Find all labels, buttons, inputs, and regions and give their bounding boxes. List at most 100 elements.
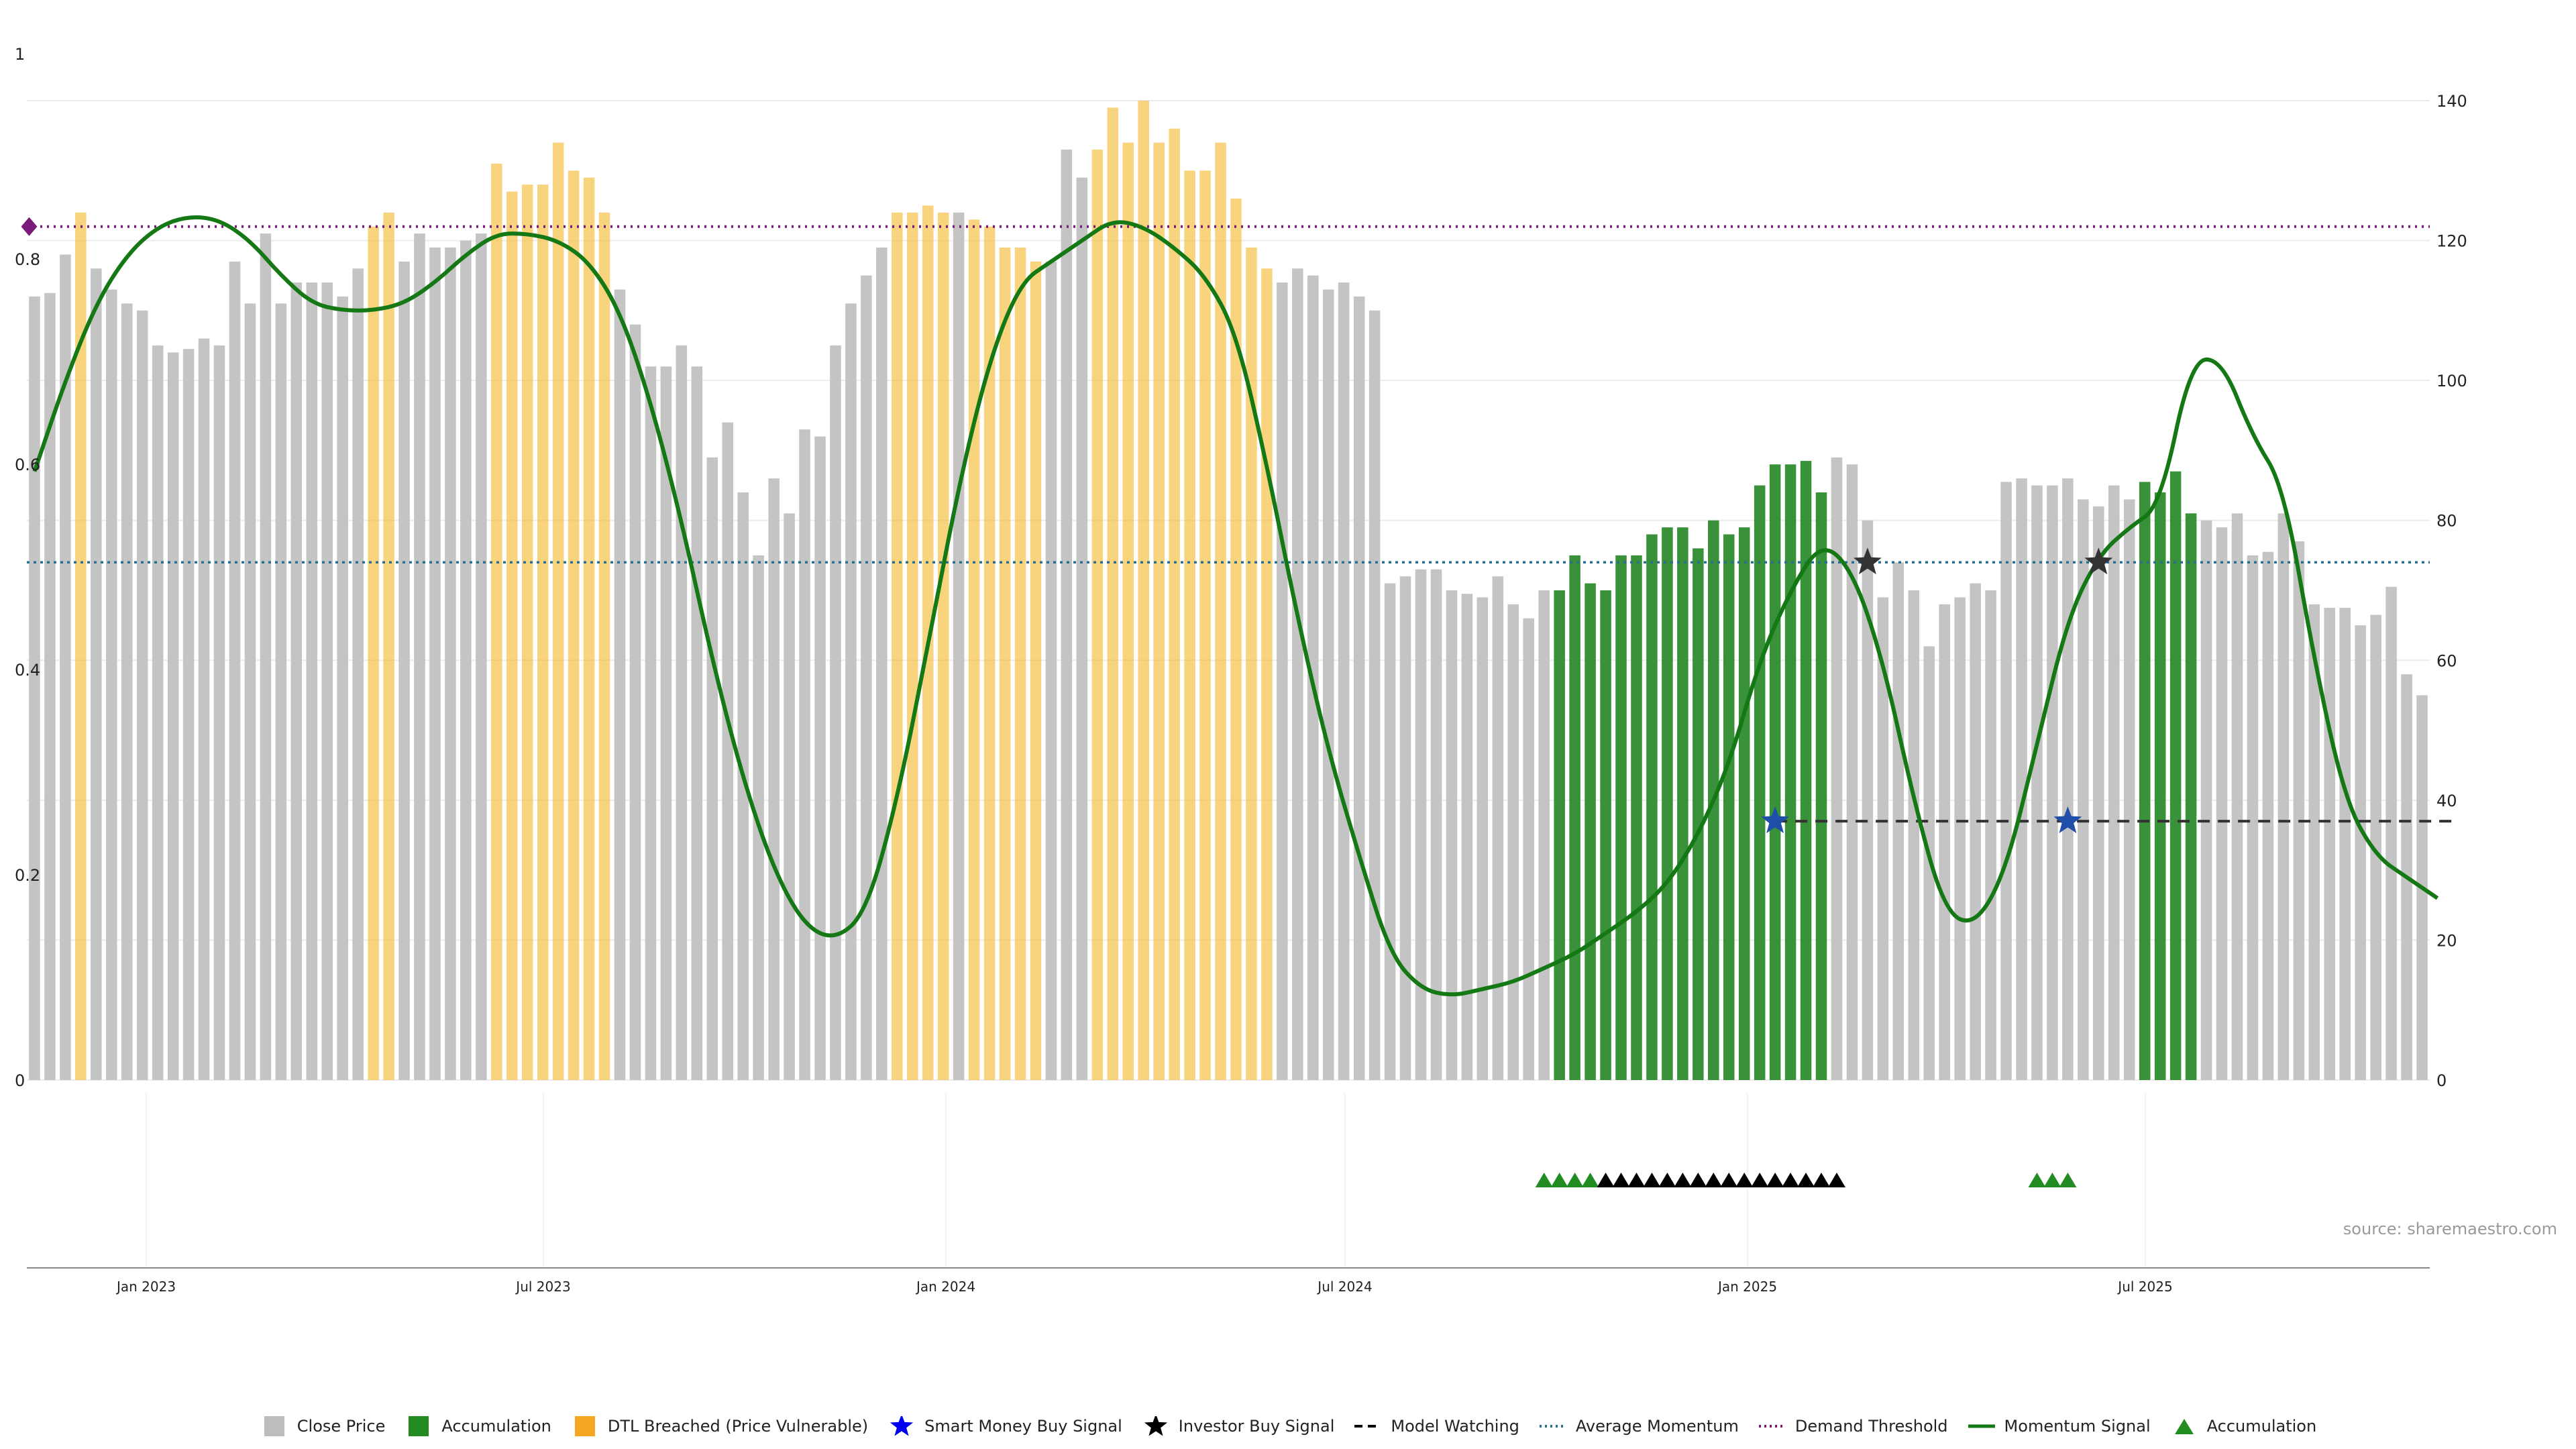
legend-item: Close Price xyxy=(260,1416,386,1436)
close-price-bar xyxy=(44,292,56,1081)
close-price-bar xyxy=(1492,576,1504,1080)
accumulation-bar xyxy=(1569,555,1580,1080)
legend-item-label: DTL Breached (Price Vulnerable) xyxy=(607,1417,869,1436)
legend: Close Price Accumulation DTL Breached (Pri… xyxy=(0,1411,2576,1441)
close-price-bar xyxy=(321,282,333,1081)
dtl-breached-bar xyxy=(1261,268,1273,1081)
close-price-bar xyxy=(136,310,148,1080)
close-price-bar xyxy=(1384,583,1396,1080)
accumulation-marker xyxy=(2059,1173,2077,1187)
dtl-breached-bar xyxy=(1246,248,1257,1080)
close-price-bar xyxy=(1970,583,1981,1080)
accumulation-bar xyxy=(1554,590,1565,1080)
right-axis-tick-label: 20 xyxy=(2436,931,2457,950)
close-price-bar xyxy=(290,282,303,1081)
close-price-bar xyxy=(722,422,734,1080)
close-price-bar xyxy=(1908,590,1920,1080)
accumulation-marker xyxy=(1535,1173,1553,1187)
left-axis-tick-label: 1 xyxy=(15,45,25,64)
accumulation-marker xyxy=(2028,1173,2046,1187)
dtl-breached-bar xyxy=(999,248,1011,1080)
accumulation-bar xyxy=(1631,555,1642,1080)
dtl-breached-bar xyxy=(1091,150,1104,1080)
close-price-bar xyxy=(845,303,857,1080)
close-price-bar xyxy=(306,282,318,1081)
investor-buy-signal xyxy=(1853,547,1882,575)
close-price-bar xyxy=(814,436,826,1080)
accumulation-marker-black xyxy=(1827,1173,1845,1187)
accumulation-bar xyxy=(1615,555,1627,1080)
close-price-bar xyxy=(445,248,456,1080)
dtl-breached-bar xyxy=(568,170,580,1080)
accumulation-marker-black xyxy=(1797,1173,1815,1187)
dtl-breached-bar xyxy=(1107,107,1119,1080)
close-price-bar xyxy=(152,345,164,1080)
dtl-breached-bar xyxy=(1122,142,1134,1081)
accumulation-marker-black xyxy=(1658,1173,1676,1187)
close-price-bar xyxy=(2047,485,2058,1080)
close-price-bar xyxy=(1292,268,1303,1081)
close-price-bar xyxy=(1538,590,1550,1080)
accumulation-marker-black xyxy=(1612,1173,1630,1187)
accumulation-marker-black xyxy=(1597,1173,1615,1187)
accumulation-marker-black xyxy=(1674,1173,1692,1187)
star-legend-swatch-icon xyxy=(1144,1416,1167,1436)
close-price-bar xyxy=(2370,614,2381,1080)
close-price-bar xyxy=(198,338,210,1081)
dtl-breached-bar xyxy=(1030,261,1042,1080)
right-axis-tick-label: 100 xyxy=(2436,372,2467,390)
legend-item-label: Average Momentum xyxy=(1575,1417,1739,1436)
dtl-breached-bar xyxy=(1138,101,1149,1080)
close-price-bar xyxy=(753,555,764,1080)
close-price-bar xyxy=(1862,520,1874,1080)
dtl-breached-bar xyxy=(937,212,949,1080)
accumulation-bar xyxy=(1738,527,1750,1080)
close-price-bar xyxy=(1045,261,1057,1080)
close-price-bar xyxy=(1446,590,1458,1080)
left-axis-tick-label: 0.4 xyxy=(15,661,40,680)
close-price-bar xyxy=(2247,555,2259,1080)
momentum-signal-line xyxy=(32,215,2439,997)
accumulation-bar xyxy=(1800,461,1812,1080)
close-price-bar xyxy=(352,268,364,1081)
close-price-bar xyxy=(1353,297,1365,1080)
close-price-bar xyxy=(2277,513,2290,1080)
x-axis-date-label: Jan 2024 xyxy=(915,1279,975,1295)
close-price-bar xyxy=(861,275,872,1080)
close-price-bar xyxy=(2031,485,2043,1080)
legend-item-label: Demand Threshold xyxy=(1794,1417,1948,1436)
close-price-bar xyxy=(1338,282,1350,1081)
close-price-bar xyxy=(2200,520,2212,1080)
close-price-bar xyxy=(1939,604,1950,1080)
accumulation-marker xyxy=(1566,1173,1584,1187)
dtl-breached-bar xyxy=(892,212,903,1080)
close-price-bar xyxy=(398,261,410,1080)
x-axis-date-label: Jul 2023 xyxy=(515,1279,570,1295)
legend-item: Demand Threshold xyxy=(1758,1416,1948,1436)
legend-item: DTL Breached (Price Vulnerable) xyxy=(570,1416,868,1436)
accumulation-marker-black xyxy=(1627,1173,1646,1187)
smart-money-buy-signal xyxy=(2053,806,2082,833)
dtl-breached-bar xyxy=(983,226,996,1080)
dtl-breached-bar xyxy=(537,184,549,1081)
accumulation-marker xyxy=(1581,1173,1599,1187)
close-price-bar xyxy=(830,345,841,1080)
close-price-bar xyxy=(1061,150,1073,1080)
close-price-bar xyxy=(414,233,425,1081)
close-price-bar xyxy=(2016,478,2027,1080)
close-price-bar xyxy=(1322,289,1334,1081)
line-legend-swatch-icon xyxy=(1968,1424,1995,1428)
right-axis-tick-label: 80 xyxy=(2436,512,2457,531)
accumulation-bar xyxy=(1585,583,1596,1080)
close-price-bar xyxy=(244,303,256,1080)
dtl-breached-bar xyxy=(583,177,595,1080)
dtl-breached-bar xyxy=(1184,170,1195,1080)
close-price-bar xyxy=(2231,513,2243,1080)
close-price-bar xyxy=(121,303,133,1080)
close-price-bar xyxy=(706,457,718,1080)
close-price-bar xyxy=(2355,625,2366,1080)
close-price-bar xyxy=(1846,464,1858,1080)
close-price-bar xyxy=(1415,569,1427,1080)
close-price-bar xyxy=(429,248,441,1080)
legend-item-label: Close Price xyxy=(297,1417,386,1436)
